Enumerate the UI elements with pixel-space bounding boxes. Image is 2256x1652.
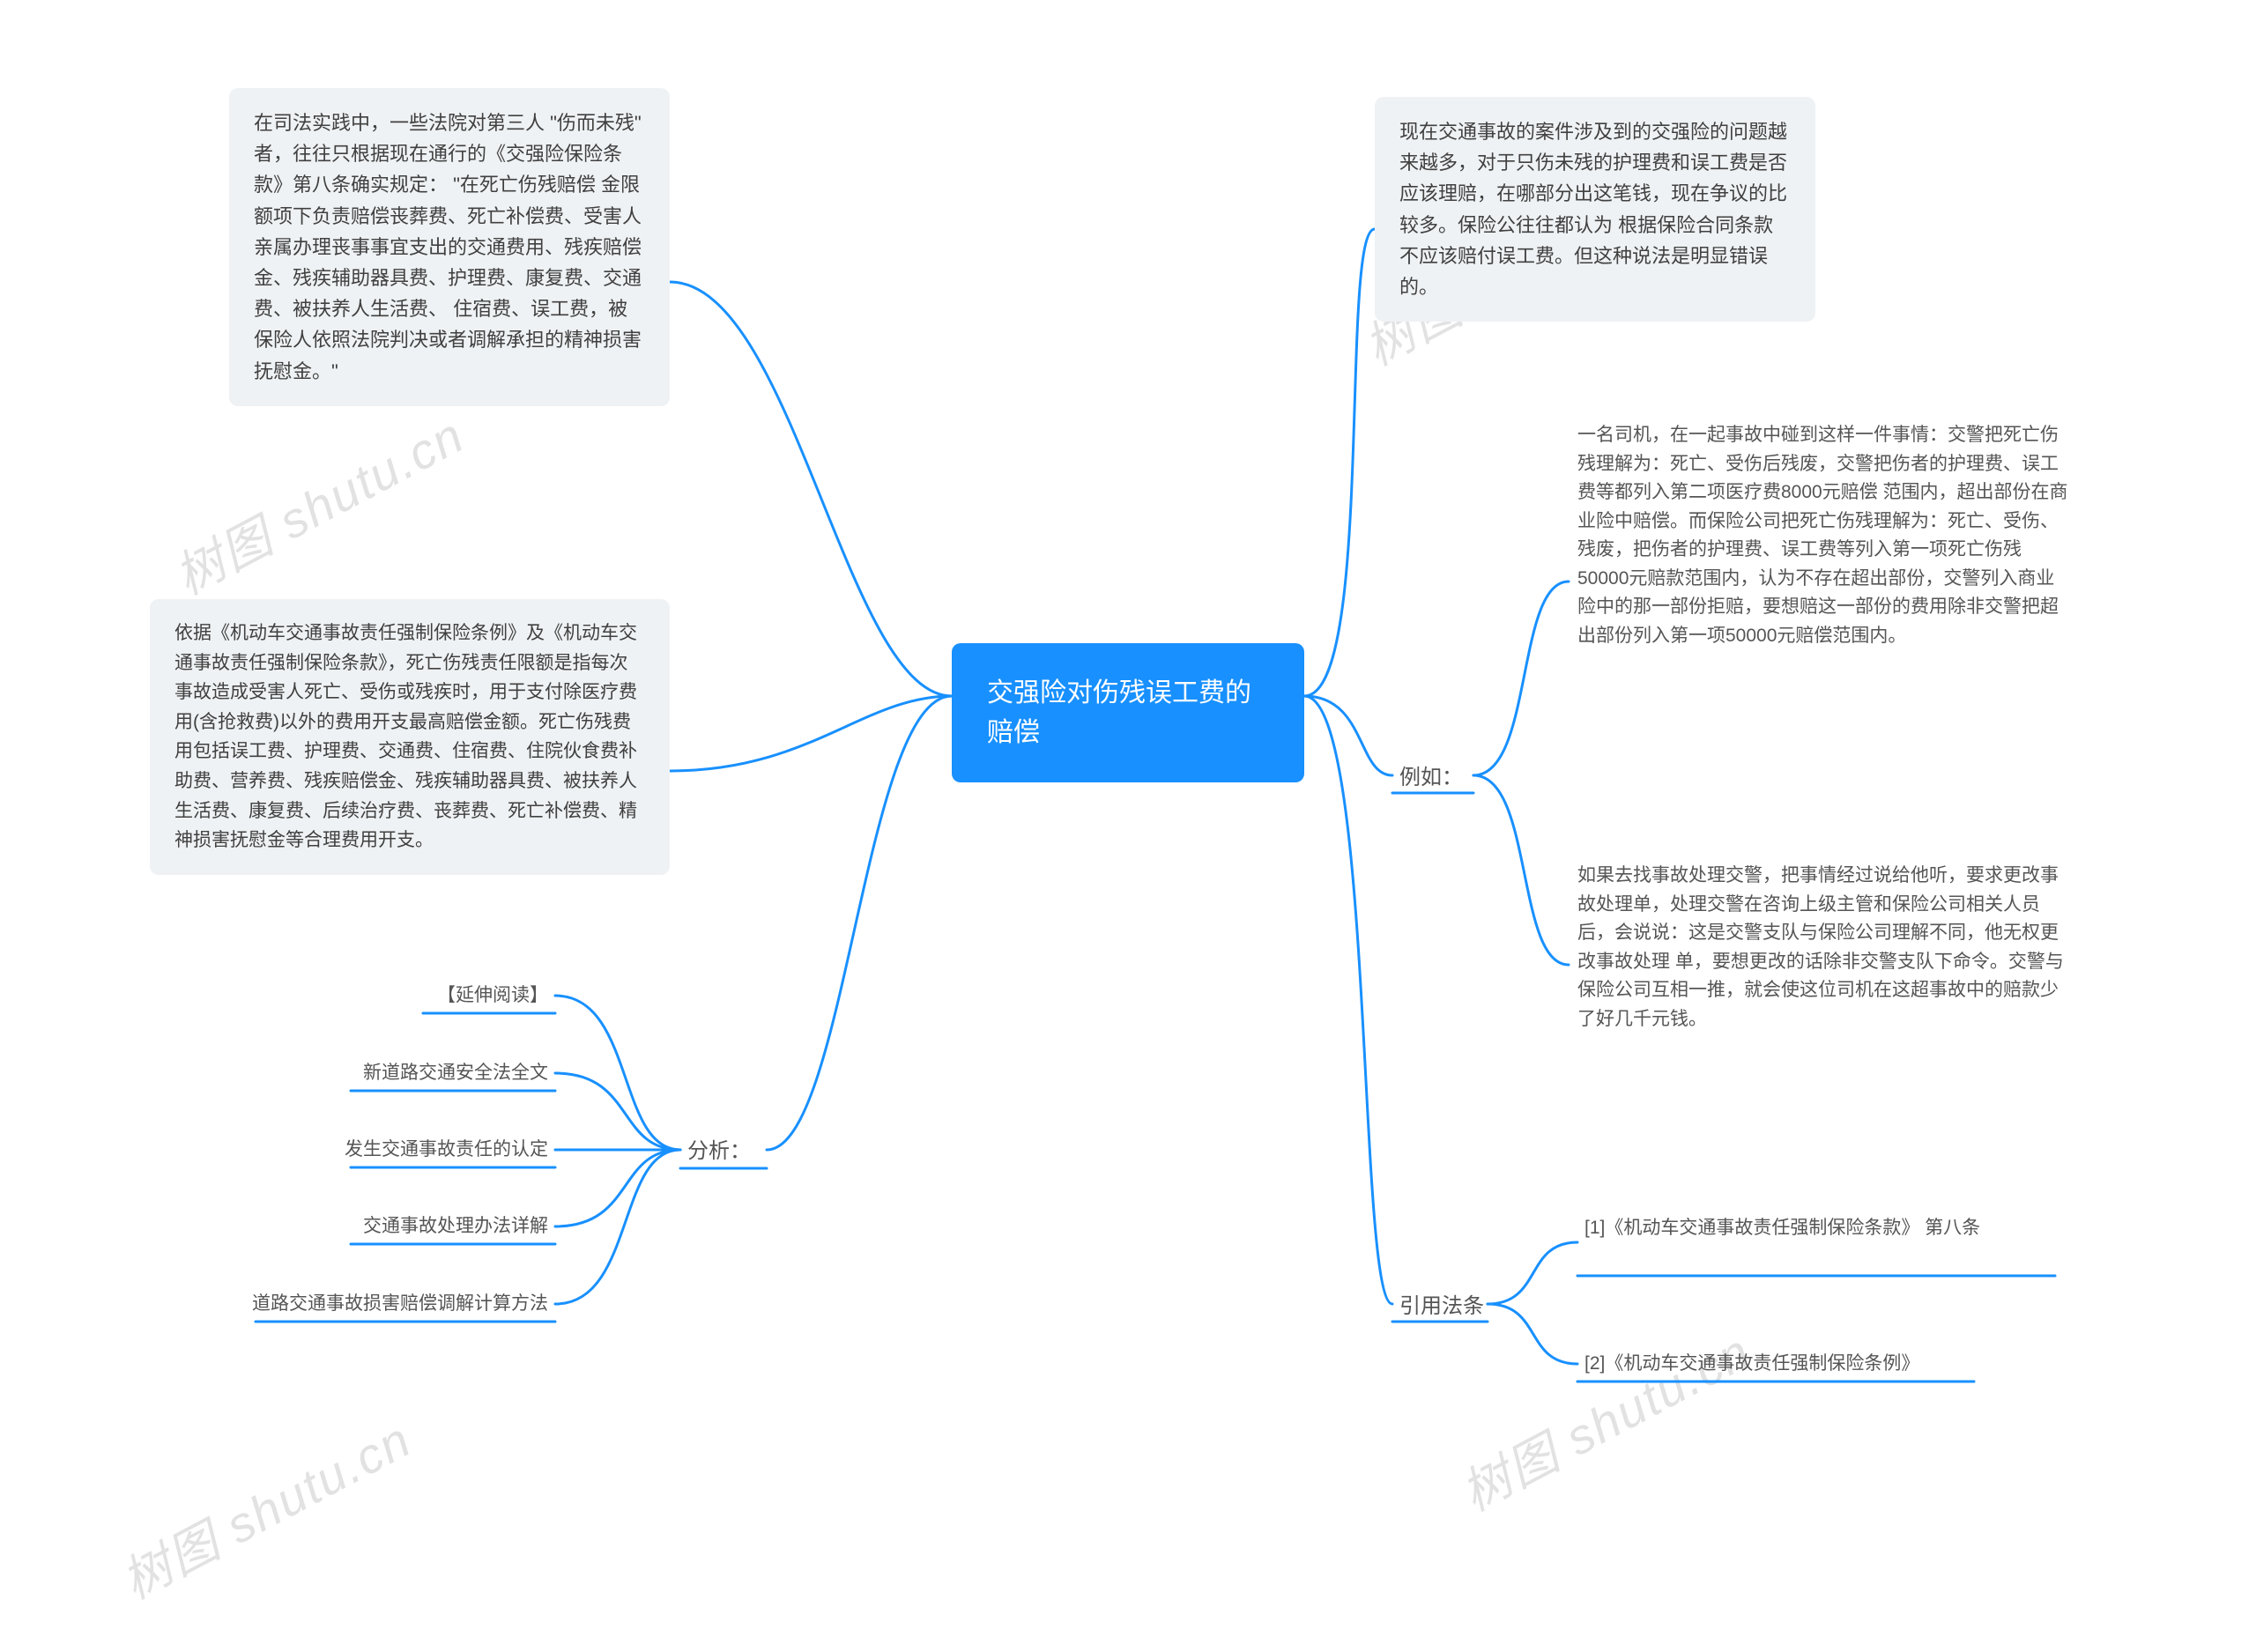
right-box-1: 现在交通事故的案件涉及到的交强险的问题越来越多，对于只伤未残的护理费和误工费是否… — [1375, 97, 1815, 322]
center-node: 交强险对伤残误工费的赔偿 — [952, 643, 1304, 782]
example-item-1: 如果去找事故处理交警，把事情经过说给他听，要求更改事故处理单，处理交警在咨询上级… — [1577, 862, 2071, 1033]
left-box-2-text: 依据《机动车交通事故责任强制保险条例》及《机动车交通事故责任强制保险条款》，死亡… — [174, 623, 637, 850]
cite-label-text: 引用法条 — [1399, 1294, 1484, 1318]
analysis-label-text: 分析： — [687, 1139, 751, 1163]
cite-item-1: [2]《机动车交通事故责任强制保险条例》 — [1584, 1350, 2060, 1379]
watermark: 树图 shutu.cn — [108, 1401, 422, 1613]
cite-label: 引用法条 — [1399, 1290, 1484, 1323]
cite-item-0: [1]《机动车交通事故责任强制保险条款》 第八条 — [1584, 1214, 2060, 1243]
left-box-1-text: 在司法实践中，一些法院对第三人 "伤而未残" 者，往往只根据现在通行的《交强险保… — [254, 112, 642, 382]
analysis-item-4-text: 道路交通事故损害赔偿调解计算方法 — [252, 1293, 548, 1314]
analysis-label: 分析： — [687, 1135, 751, 1168]
example-label: 例如： — [1399, 761, 1463, 795]
analysis-item-0-text: 【延伸阅读】 — [437, 985, 548, 1005]
example-item-0-text: 一名司机，在一起事故中碰到这样一件事情：交警把死亡伤残理解为：死亡、受伤后残废，… — [1577, 425, 2068, 646]
analysis-item-4: 道路交通事故损害赔偿调解计算方法 — [0, 1290, 548, 1319]
example-label-text: 例如： — [1399, 766, 1463, 789]
cite-item-1-text: [2]《机动车交通事故责任强制保险条例》 — [1584, 1353, 1919, 1374]
left-box-2: 依据《机动车交通事故责任强制保险条例》及《机动车交通事故责任强制保险条款》，死亡… — [150, 599, 670, 875]
analysis-item-1-text: 新道路交通安全法全文 — [363, 1063, 548, 1083]
analysis-item-1: 新道路交通安全法全文 — [0, 1059, 548, 1088]
example-item-0: 一名司机，在一起事故中碰到这样一件事情：交警把死亡伤残理解为：死亡、受伤后残废，… — [1577, 421, 2071, 650]
analysis-item-2: 发生交通事故责任的认定 — [0, 1136, 548, 1165]
watermark: 树图 shutu.cn — [1447, 1313, 1762, 1525]
right-box-1-text: 现在交通事故的案件涉及到的交强险的问题越来越多，对于只伤未残的护理费和误工费是否… — [1399, 121, 1787, 298]
analysis-item-3-text: 交通事故处理办法详解 — [363, 1216, 548, 1236]
watermark: 树图 shutu.cn — [160, 396, 475, 609]
cite-item-0-text: [1]《机动车交通事故责任强制保险条款》 第八条 — [1584, 1218, 1980, 1238]
analysis-item-2-text: 发生交通事故责任的认定 — [345, 1139, 548, 1159]
example-item-1-text: 如果去找事故处理交警，把事情经过说给他听，要求更改事故处理单，处理交警在咨询上级… — [1577, 865, 2064, 1029]
center-title: 交强险对伤残误工费的赔偿 — [987, 678, 1251, 747]
analysis-item-0: 【延伸阅读】 — [0, 982, 548, 1011]
analysis-item-3: 交通事故处理办法详解 — [0, 1212, 548, 1241]
left-box-1: 在司法实践中，一些法院对第三人 "伤而未残" 者，往往只根据现在通行的《交强险保… — [229, 88, 670, 406]
